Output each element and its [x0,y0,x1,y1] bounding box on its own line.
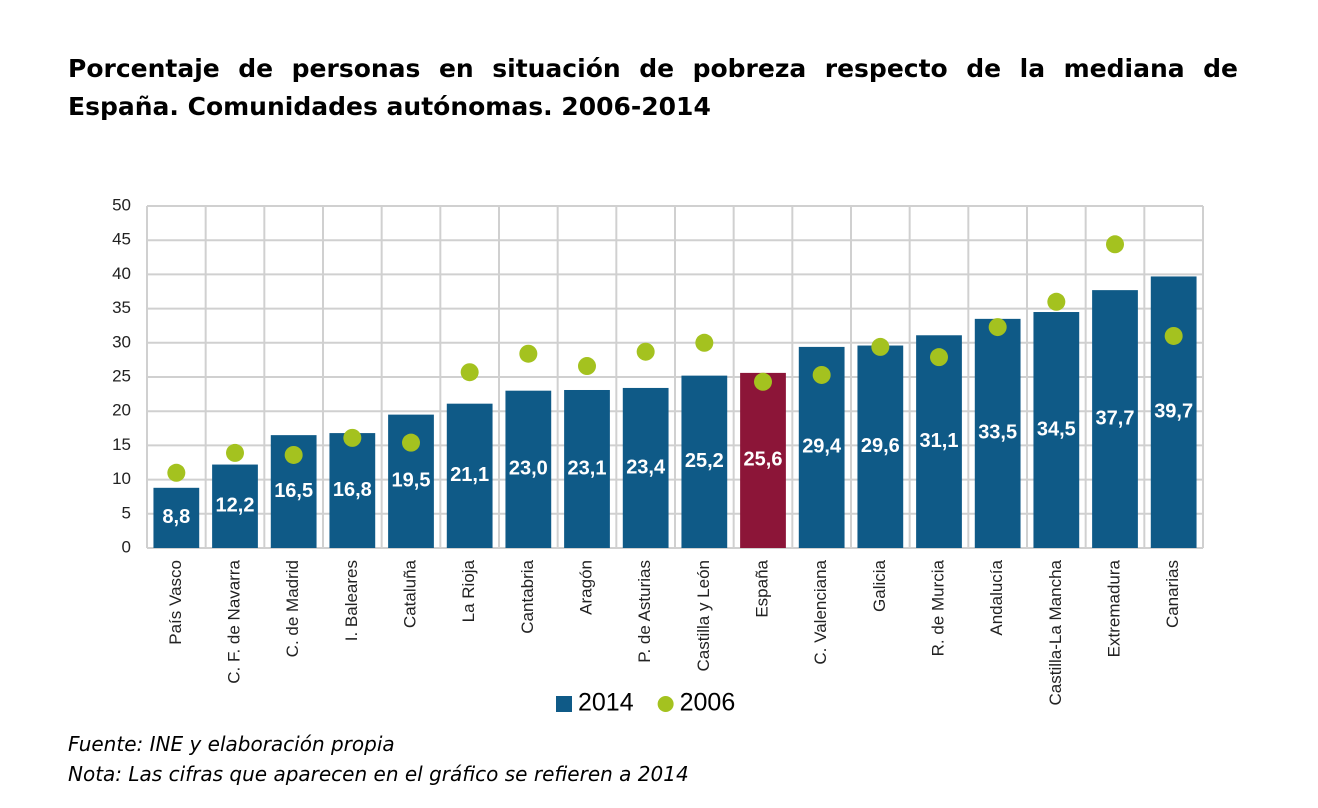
dot [343,428,362,447]
y-tick-label: 10 [112,469,131,488]
bar [505,390,552,548]
dot [871,337,890,356]
dot [578,357,596,376]
y-tick-label: 5 [122,503,131,522]
dot [402,433,420,452]
value-label: 21,1 [450,464,489,486]
bar [622,387,669,548]
y-tick-label: 25 [112,366,131,385]
dot [1106,235,1124,254]
bar [1092,290,1138,548]
bar [564,389,610,548]
bar [446,403,493,548]
value-label: 8,8 [162,506,190,528]
x-tick-label: La Rioja [459,559,478,622]
bar [1033,312,1080,548]
value-label: 33,5 [978,422,1017,444]
legend-label: 2014 [578,689,634,717]
x-tick-label: Canarias [1163,560,1182,628]
bar [681,375,728,548]
legend-marker [556,696,572,712]
bar [974,318,1021,548]
bar [916,335,962,548]
dot [988,318,1007,337]
value-label: 37,7 [1096,407,1135,429]
value-label: 25,2 [685,450,724,472]
dot [754,372,772,391]
bar [1150,276,1197,548]
dot [812,365,831,384]
x-tick-label: Aragón [576,560,595,615]
bar [857,345,904,548]
y-tick-label: 30 [112,332,131,351]
x-tick-label: Andalucía [987,559,1006,635]
x-tick-label: C. Valenciana [811,559,830,664]
x-tick-label: Castilla-La Mancha [1046,559,1065,705]
value-label: 16,8 [333,479,372,501]
y-tick-label: 0 [122,537,131,556]
x-tick-label: Castilla y León [694,560,713,672]
legend-label: 2006 [680,689,736,717]
dot [695,333,714,352]
value-label: 29,6 [861,435,900,457]
dot [519,344,538,363]
dot [284,445,303,464]
value-label: 16,5 [274,480,313,502]
y-tick-label: 35 [112,298,131,317]
dot [636,342,655,361]
y-tick-label: 45 [112,230,131,249]
value-label: 39,7 [1154,401,1193,423]
bar [212,464,258,548]
dot [167,463,186,482]
bar [153,487,200,548]
x-tick-label: C. F. de Navarra [224,559,243,683]
value-label: 23,4 [626,456,666,478]
chart-title: Porcentaje de personas en situación de p… [68,54,1238,121]
value-label: 23,1 [568,457,607,479]
dot [460,363,479,382]
source-note: Fuente: INE y elaboración propia [68,732,395,756]
x-tick-label: Extremadura [1104,559,1123,657]
legend-marker [657,696,674,712]
x-tick-label: R. de Murcia [928,559,947,656]
note: Nota: Las cifras que aparecen en el gráf… [68,762,689,786]
y-tick-label: 20 [112,401,131,420]
x-tick-label: País Vasco [166,560,185,645]
dot [930,348,948,367]
y-tick-label: 50 [112,195,131,214]
x-tick-label: España [752,559,771,617]
x-tick-label: Galicia [870,559,889,612]
dot [1047,292,1066,311]
value-label: 31,1 [920,430,959,452]
value-label: 25,6 [744,449,783,471]
value-label: 12,2 [216,495,255,517]
value-label: 23,0 [509,458,548,480]
x-tick-label: Cataluña [400,559,419,628]
x-tick-label: C. de Madrid [283,560,302,657]
chart: 0 5 10 15 20 25 30 35 40 45 50 8,8 12,2 16,5 16,8 19,5 2… [112,195,1204,717]
value-label: 29,4 [802,436,842,458]
x-tick-label: I. Baleares [342,560,361,641]
dot [1164,326,1183,345]
value-label: 34,5 [1037,418,1076,440]
y-tick-label: 15 [112,435,131,454]
dot [226,443,244,462]
bar [740,372,786,548]
bar [329,433,376,548]
value-label: 19,5 [392,470,431,492]
x-tick-label: P. de Asturias [635,560,654,663]
y-tick-label: 40 [112,264,131,283]
x-tick-label: Cantabria [518,559,537,633]
